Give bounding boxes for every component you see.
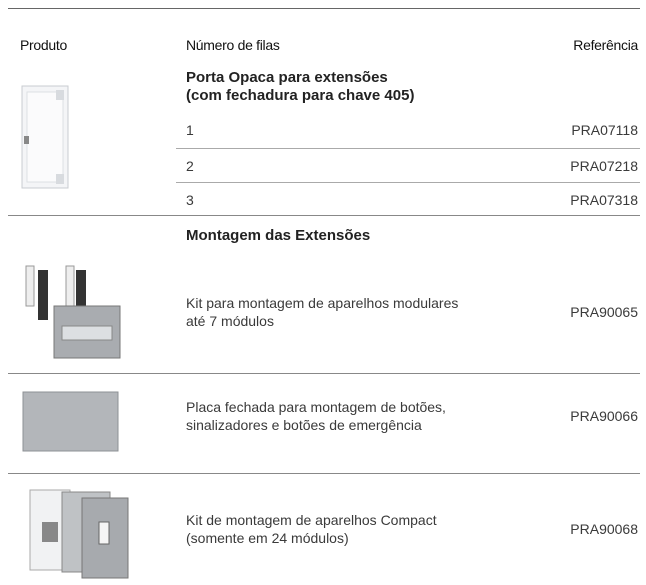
reference: PRA07318 — [570, 192, 638, 208]
reference: PRA90066 — [570, 408, 638, 424]
description: até 7 módulos — [186, 313, 274, 329]
reference: PRA90065 — [570, 304, 638, 320]
header-product: Produto — [20, 37, 67, 53]
description: Placa fechada para montagem de botões, — [186, 399, 446, 415]
reference: PRA90068 — [570, 521, 638, 537]
top-rule — [8, 8, 640, 9]
row-rule — [8, 473, 640, 474]
row-count: 3 — [186, 192, 194, 208]
header-rows: Número de filas — [186, 37, 280, 53]
reference: PRA07218 — [570, 158, 638, 174]
reference: PRA07118 — [571, 122, 638, 138]
product-image — [21, 85, 69, 189]
description: sinalizadores e botões de emergência — [186, 417, 422, 433]
product-image — [25, 265, 121, 359]
section-title: Montagem das Extensões — [186, 227, 371, 244]
row-rule — [8, 373, 640, 374]
description: Kit de montagem de aparelhos Compact — [186, 512, 437, 528]
header-reference: Referência — [573, 37, 638, 53]
row-count: 1 — [186, 122, 194, 138]
product-image — [29, 489, 129, 579]
description: (somente em 24 módulos) — [186, 530, 349, 546]
section-title: Porta Opaca para extensões — [186, 69, 388, 86]
description: Kit para montagem de aparelhos modulares — [186, 295, 459, 311]
row-rule — [176, 148, 640, 149]
product-image — [22, 391, 119, 452]
row-rule — [176, 182, 640, 183]
section-rule — [8, 215, 640, 216]
row-count: 2 — [186, 158, 194, 174]
section-title: (com fechadura para chave 405) — [186, 87, 415, 104]
